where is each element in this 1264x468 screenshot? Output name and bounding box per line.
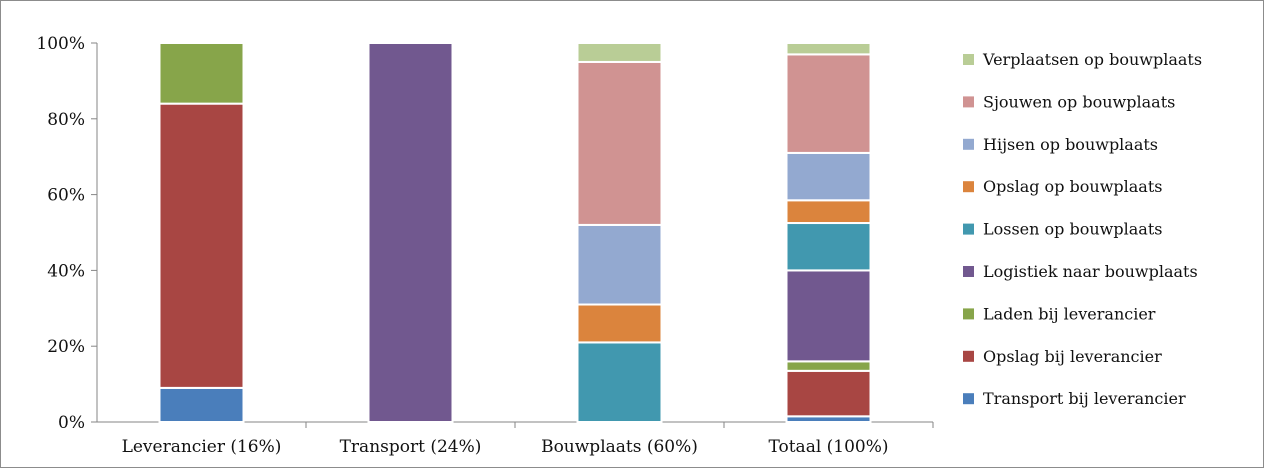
y-tick-label: 20% bbox=[47, 337, 85, 357]
y-tick-label: 80% bbox=[47, 110, 85, 130]
legend-label: Hijsen op bouwplaats bbox=[983, 135, 1158, 154]
legend-label: Transport bij leverancier bbox=[983, 389, 1186, 408]
legend: Verplaatsen op bouwplaats Sjouwen op bouw… bbox=[963, 50, 1202, 408]
bar-segment bbox=[576, 60, 663, 226]
legend-swatch bbox=[963, 350, 974, 362]
x-category-label: Totaal (100%) bbox=[768, 437, 888, 457]
bar-segment bbox=[785, 369, 872, 418]
y-tick-label: 60% bbox=[47, 186, 85, 206]
bar-segment bbox=[785, 199, 872, 225]
legend-swatch bbox=[963, 308, 974, 320]
legend-swatch bbox=[963, 96, 974, 108]
x-category-label: Transport (24%) bbox=[340, 437, 482, 457]
legend-swatch bbox=[963, 223, 974, 235]
legend-label: Logistiek naar bouwplaats bbox=[983, 262, 1198, 281]
y-tick-label: 0% bbox=[58, 413, 85, 433]
bar-segment bbox=[785, 151, 872, 202]
bar-segment bbox=[576, 303, 663, 344]
bar-segment bbox=[785, 42, 872, 56]
legend-label: Opslag op bouwplaats bbox=[983, 177, 1162, 196]
legend-swatch bbox=[963, 266, 974, 277]
legend-label: Sjouwen op bouwplaats bbox=[983, 92, 1175, 111]
bar-segment bbox=[785, 269, 872, 363]
legend-label: Lossen op bouwplaats bbox=[983, 220, 1162, 239]
bar-segment bbox=[158, 386, 245, 424]
bar-segment bbox=[367, 42, 454, 423]
bar-segment bbox=[576, 42, 663, 63]
x-category-label: Leverancier (16%) bbox=[122, 437, 282, 457]
y-tick-label: 40% bbox=[47, 261, 85, 281]
bars bbox=[158, 42, 872, 424]
bar-segment bbox=[576, 223, 663, 306]
legend-label: Opslag bij leverancier bbox=[983, 347, 1162, 366]
bar-segment bbox=[158, 42, 245, 105]
x-category-label: Bouwplaats (60%) bbox=[541, 437, 698, 457]
legend-swatch bbox=[963, 54, 974, 65]
bar-segment bbox=[158, 102, 245, 389]
bar-segment bbox=[785, 222, 872, 272]
axis-labels: 0% 20% 40% 60% 80% 100% Leverancier (16%) Trans… bbox=[36, 34, 888, 457]
bar-segment bbox=[785, 360, 872, 372]
legend-swatch bbox=[963, 393, 974, 405]
legend-swatch bbox=[963, 138, 974, 150]
legend-label: Verplaatsen op bouwplaats bbox=[982, 50, 1202, 69]
bar-segment bbox=[785, 53, 872, 154]
legend-swatch bbox=[963, 181, 974, 193]
y-tick-label: 100% bbox=[36, 34, 85, 54]
bar-segment bbox=[576, 341, 663, 423]
legend-label: Laden bij leverancier bbox=[983, 304, 1156, 323]
